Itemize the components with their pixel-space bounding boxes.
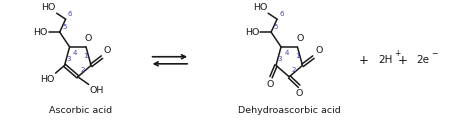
Text: −: − bbox=[431, 49, 438, 58]
Text: HO: HO bbox=[40, 75, 55, 84]
Text: 4: 4 bbox=[73, 50, 77, 56]
Text: +: + bbox=[394, 49, 400, 58]
Text: 1: 1 bbox=[295, 54, 300, 60]
Text: 2: 2 bbox=[292, 67, 296, 73]
Text: O: O bbox=[296, 34, 304, 43]
Text: O: O bbox=[267, 80, 274, 89]
Text: 2e: 2e bbox=[417, 55, 429, 65]
Text: O: O bbox=[85, 34, 92, 43]
Text: 2H: 2H bbox=[378, 55, 392, 65]
Text: Dehydroascorbic acid: Dehydroascorbic acid bbox=[238, 106, 341, 115]
Text: HO: HO bbox=[253, 3, 267, 12]
Text: OH: OH bbox=[90, 86, 104, 95]
Text: 5: 5 bbox=[62, 24, 66, 30]
Text: 3: 3 bbox=[277, 56, 282, 62]
Text: HO: HO bbox=[41, 3, 55, 12]
Text: 6: 6 bbox=[279, 11, 283, 17]
Text: 2: 2 bbox=[80, 67, 85, 73]
Text: 4: 4 bbox=[284, 50, 289, 56]
Text: HO: HO bbox=[245, 28, 259, 37]
Text: O: O bbox=[104, 46, 111, 55]
Text: Ascorbic acid: Ascorbic acid bbox=[49, 106, 112, 115]
Text: 1: 1 bbox=[83, 54, 88, 60]
Text: +: + bbox=[398, 54, 408, 67]
Text: 5: 5 bbox=[273, 24, 278, 30]
Text: O: O bbox=[315, 46, 323, 55]
Text: HO: HO bbox=[33, 28, 48, 37]
Text: 6: 6 bbox=[68, 11, 72, 17]
Text: O: O bbox=[296, 89, 303, 98]
Text: +: + bbox=[359, 54, 369, 67]
Text: 3: 3 bbox=[66, 56, 71, 62]
